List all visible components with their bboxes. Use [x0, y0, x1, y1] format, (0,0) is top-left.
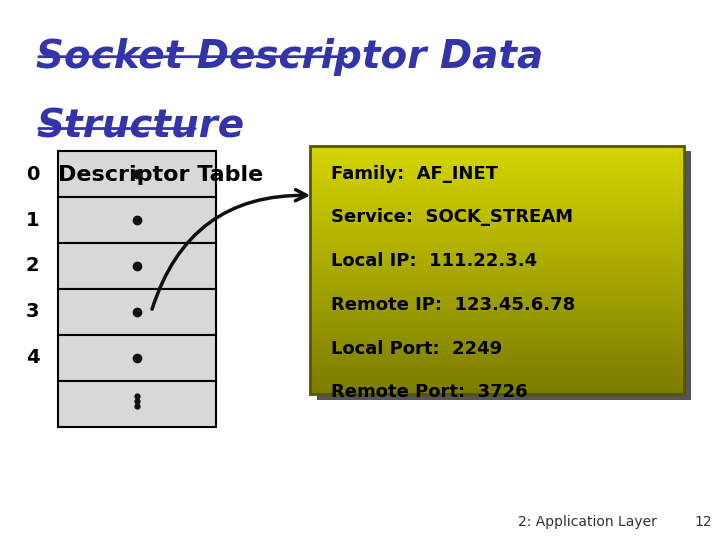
- Text: Structure: Structure: [36, 108, 244, 146]
- Text: Remote IP:  123.45.6.78: Remote IP: 123.45.6.78: [331, 296, 575, 314]
- Bar: [310, 288, 684, 295]
- Text: Local IP:  111.22.3.4: Local IP: 111.22.3.4: [331, 252, 537, 270]
- Bar: [58, 151, 216, 197]
- Bar: [310, 326, 684, 332]
- Bar: [310, 276, 684, 282]
- Bar: [310, 208, 684, 214]
- Bar: [310, 295, 684, 301]
- Text: 2: 2: [26, 256, 40, 275]
- Bar: [310, 351, 684, 357]
- Bar: [310, 338, 684, 345]
- Bar: [310, 195, 684, 201]
- Bar: [310, 345, 684, 351]
- Bar: [310, 183, 684, 190]
- Bar: [310, 158, 684, 164]
- Text: Service:  SOCK_STREAM: Service: SOCK_STREAM: [331, 208, 573, 226]
- Bar: [310, 332, 684, 338]
- Text: 1: 1: [26, 211, 40, 229]
- Bar: [310, 301, 684, 307]
- Bar: [310, 220, 684, 226]
- Text: 12: 12: [695, 515, 712, 529]
- Bar: [310, 375, 684, 382]
- Text: Descriptor Table: Descriptor Table: [58, 165, 263, 185]
- Bar: [58, 381, 216, 427]
- Bar: [310, 164, 684, 171]
- Bar: [310, 146, 684, 152]
- Bar: [310, 270, 684, 276]
- Bar: [310, 282, 684, 288]
- Bar: [310, 214, 684, 220]
- Bar: [58, 243, 216, 289]
- Bar: [310, 388, 684, 394]
- Bar: [58, 335, 216, 381]
- Bar: [310, 320, 684, 326]
- Bar: [310, 152, 684, 158]
- Bar: [310, 146, 684, 394]
- Bar: [310, 201, 684, 208]
- Bar: [310, 233, 684, 239]
- Text: Family:  AF_INET: Family: AF_INET: [331, 165, 498, 183]
- Bar: [310, 382, 684, 388]
- Bar: [317, 151, 691, 400]
- Bar: [58, 197, 216, 243]
- Bar: [310, 363, 684, 369]
- Text: Socket Descriptor Data: Socket Descriptor Data: [36, 38, 544, 76]
- Text: 0: 0: [26, 165, 40, 184]
- Bar: [310, 357, 684, 363]
- Text: 3: 3: [26, 302, 40, 321]
- Text: 4: 4: [26, 348, 40, 367]
- Bar: [310, 177, 684, 183]
- Text: 2: Application Layer: 2: Application Layer: [518, 515, 657, 529]
- Bar: [310, 264, 684, 270]
- Bar: [310, 258, 684, 264]
- Bar: [58, 289, 216, 335]
- Bar: [310, 369, 684, 376]
- Text: Remote Port:  3726: Remote Port: 3726: [331, 383, 528, 401]
- Bar: [310, 226, 684, 233]
- Bar: [310, 313, 684, 320]
- Bar: [310, 239, 684, 245]
- Bar: [310, 307, 684, 313]
- Bar: [310, 189, 684, 195]
- Text: Local Port:  2249: Local Port: 2249: [331, 340, 503, 357]
- Bar: [310, 245, 684, 252]
- Bar: [310, 171, 684, 177]
- Bar: [310, 251, 684, 258]
